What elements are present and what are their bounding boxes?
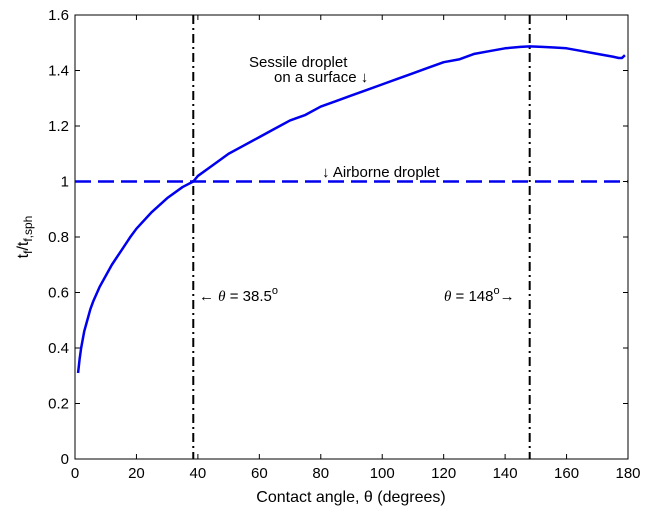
y-axis-title-main: t [15, 253, 32, 258]
plot-area [74, 14, 629, 460]
x-tick-label: 100 [370, 465, 395, 482]
annotation-left-angle: ← θ = 38.5o [199, 285, 278, 305]
y-tick-label: 0.6 [48, 285, 69, 302]
y-tick-label: 1.4 [48, 63, 69, 80]
y-tick-label: 0.4 [48, 340, 69, 357]
x-tick-label: 120 [431, 465, 456, 482]
x-tick-label: 180 [615, 465, 640, 482]
y-tick-label: 1.2 [48, 118, 69, 135]
data-series [75, 45, 628, 374]
x-tick-label: 80 [312, 465, 329, 482]
y-tick-label: 0.8 [48, 229, 69, 246]
left-arrow: ← [199, 288, 218, 305]
y-tick-labels: 0 0.2 0.4 0.6 0.8 1 1.2 1.4 1.6 [48, 7, 69, 468]
right-arrow: → [500, 288, 515, 305]
x-tick-label: 0 [71, 465, 79, 482]
vertical-reference-lines [192, 15, 531, 459]
x-tick-label: 20 [128, 465, 145, 482]
x-tick-label: 40 [190, 465, 207, 482]
ticks [74, 14, 629, 460]
x-tick-label: 160 [554, 465, 579, 482]
left-degree-superscript: o [272, 285, 278, 297]
y-tick-label: 1 [61, 174, 69, 191]
y-axis-title-mid: /t [15, 241, 32, 250]
left-angle-value: = 38.5 [226, 288, 272, 305]
x-tick-labels: 0 20 40 60 80 100 120 140 160 180 [71, 465, 641, 482]
sessile-droplet-curve [76, 45, 626, 374]
annotation-sessile-line2: on a surface ↓ [274, 69, 368, 86]
left-theta-symbol: θ [218, 289, 226, 305]
x-axis-title: Contact angle, θ (degrees) [256, 489, 445, 506]
annotation-airborne: ↓ Airborne droplet [322, 164, 440, 181]
y-tick-label: 0.2 [48, 396, 69, 413]
x-tick-label: 60 [251, 465, 268, 482]
y-axis-title-sub2: f,sph [21, 216, 35, 242]
y-axis-title-sub1: f [21, 250, 35, 254]
x-tick-label: 140 [493, 465, 518, 482]
annotation-sessile-line1: Sessile droplet [249, 54, 348, 71]
annotation-right-angle: θ = 148o→ [444, 285, 515, 305]
y-tick-label: 0 [61, 451, 69, 468]
y-axis-title: tf/tf,sph [15, 216, 35, 259]
y-tick-label: 1.6 [48, 7, 69, 24]
right-theta-symbol: θ [444, 289, 452, 305]
right-degree-superscript: o [494, 285, 500, 297]
right-angle-value: = 148 [451, 288, 493, 305]
